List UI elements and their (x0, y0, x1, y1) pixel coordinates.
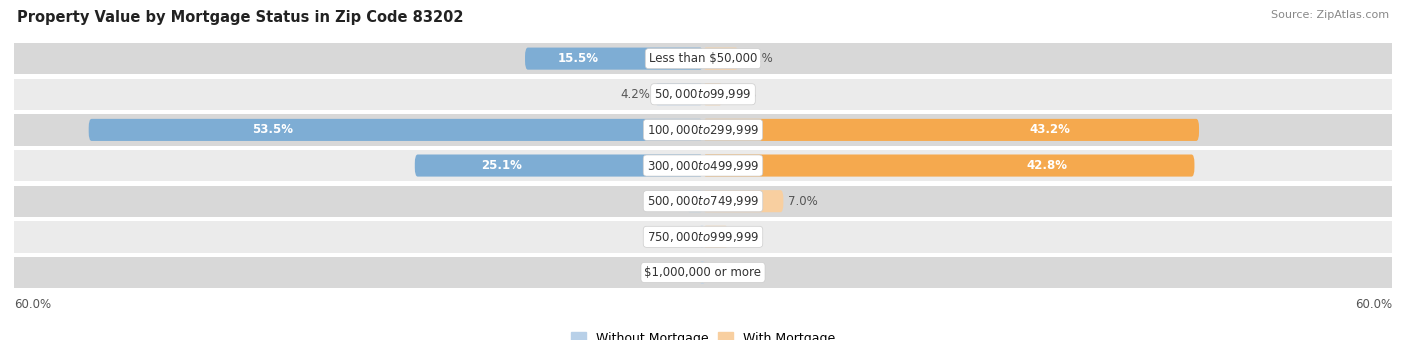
Text: $500,000 to $749,999: $500,000 to $749,999 (647, 194, 759, 208)
Bar (14, 114, 1392, 146)
Text: 3.1%: 3.1% (744, 52, 773, 65)
FancyBboxPatch shape (700, 261, 704, 284)
Text: Less than $50,000: Less than $50,000 (648, 52, 758, 65)
Text: $300,000 to $499,999: $300,000 to $499,999 (647, 158, 759, 172)
Bar (14, 43, 1392, 74)
Text: Property Value by Mortgage Status in Zip Code 83202: Property Value by Mortgage Status in Zip… (17, 10, 464, 25)
FancyBboxPatch shape (703, 190, 783, 212)
Text: 53.5%: 53.5% (253, 123, 294, 136)
FancyBboxPatch shape (703, 83, 723, 105)
FancyBboxPatch shape (703, 154, 1195, 176)
Text: 0.11%: 0.11% (659, 266, 697, 279)
FancyBboxPatch shape (524, 48, 703, 70)
Text: $100,000 to $299,999: $100,000 to $299,999 (647, 123, 759, 137)
Text: $50,000 to $99,999: $50,000 to $99,999 (654, 87, 752, 101)
Text: 2.2%: 2.2% (733, 230, 762, 243)
Text: $750,000 to $999,999: $750,000 to $999,999 (647, 230, 759, 244)
Bar (14, 79, 1392, 110)
FancyBboxPatch shape (703, 226, 728, 248)
Text: 4.2%: 4.2% (620, 88, 650, 101)
FancyBboxPatch shape (89, 119, 703, 141)
Bar (14, 221, 1392, 253)
Text: 60.0%: 60.0% (1355, 298, 1392, 311)
Text: 60.0%: 60.0% (14, 298, 51, 311)
FancyBboxPatch shape (703, 48, 738, 70)
Bar (14, 150, 1392, 181)
Bar (14, 186, 1392, 217)
Bar (14, 257, 1392, 288)
Text: 25.1%: 25.1% (481, 159, 522, 172)
Text: 7.0%: 7.0% (787, 195, 818, 208)
FancyBboxPatch shape (700, 226, 703, 248)
Text: 0.19%: 0.19% (659, 230, 696, 243)
FancyBboxPatch shape (703, 119, 1199, 141)
Text: Source: ZipAtlas.com: Source: ZipAtlas.com (1271, 10, 1389, 20)
Text: 43.2%: 43.2% (1029, 123, 1070, 136)
Text: 0.0%: 0.0% (707, 266, 737, 279)
FancyBboxPatch shape (415, 154, 703, 176)
FancyBboxPatch shape (688, 190, 703, 212)
Text: 42.8%: 42.8% (1026, 159, 1067, 172)
Text: 15.5%: 15.5% (558, 52, 599, 65)
Text: 1.7%: 1.7% (727, 88, 756, 101)
Text: $1,000,000 or more: $1,000,000 or more (644, 266, 762, 279)
Legend: Without Mortgage, With Mortgage: Without Mortgage, With Mortgage (565, 327, 841, 340)
FancyBboxPatch shape (655, 83, 703, 105)
Text: 1.4%: 1.4% (652, 195, 682, 208)
